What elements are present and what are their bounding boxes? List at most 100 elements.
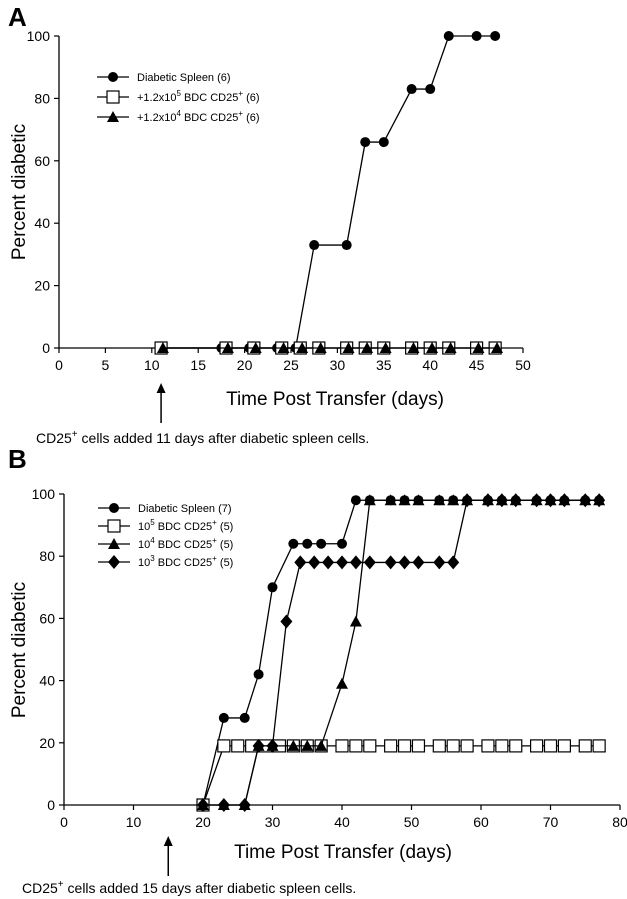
legend-text-part: 10	[138, 557, 150, 569]
annotation-text-part: cells added 15 days after diabetic splee…	[64, 880, 357, 896]
legend-text-part: BDC CD25	[181, 92, 238, 104]
legend-text-part: +1.2x10	[137, 112, 176, 124]
data-point	[336, 555, 348, 570]
data-point	[266, 738, 279, 753]
data-point	[433, 555, 446, 570]
data-point	[397, 739, 412, 753]
legend-label: Diabetic Spleen (6)	[137, 72, 231, 84]
data-point	[361, 342, 374, 353]
x-tick-label: 30	[330, 357, 346, 373]
legend-label: Diabetic Spleen (7)	[138, 503, 232, 515]
data-point	[349, 555, 362, 570]
x-tick-label: 40	[334, 814, 350, 830]
series-circle	[198, 495, 605, 810]
data-point	[446, 739, 460, 753]
data-point	[308, 555, 321, 570]
x-tick-label: 60	[473, 814, 489, 830]
legend-label: 104 BDC CD25+ (5)	[138, 536, 233, 551]
data-point	[578, 739, 592, 753]
annotation-text: CD25+ cells added 15 days after diabetic…	[22, 879, 356, 896]
data-point	[490, 31, 501, 41]
data-point	[294, 555, 307, 570]
legend-label: +1.2x105 BDC CD25+ (6)	[137, 89, 260, 104]
legend-text-part: Diabetic Spleen (6)	[137, 72, 231, 84]
legend-marker	[108, 538, 120, 549]
data-point	[342, 342, 355, 353]
data-point	[530, 493, 543, 508]
y-tick-label: 20	[39, 735, 55, 751]
data-point	[544, 493, 557, 508]
data-point	[197, 798, 209, 812]
legend-marker	[106, 90, 120, 104]
x-axis-title: Time Post Transfer (days)	[234, 842, 452, 863]
legend: Diabetic Spleen (7) 105 BDC CD25+ (5) 104 …	[98, 503, 233, 569]
data-point	[461, 493, 474, 508]
data-point	[444, 342, 457, 353]
data-point	[249, 342, 262, 353]
legend-text-part: BDC CD25	[181, 112, 238, 124]
legend-marker	[107, 519, 121, 533]
x-axis-title: Time Post Transfer (days)	[226, 389, 444, 410]
data-point	[363, 494, 376, 506]
legend-text-part: (5)	[217, 539, 234, 551]
data-point	[592, 739, 606, 753]
legend-label: 105 BDC CD25+ (5)	[138, 518, 233, 533]
x-tick-label: 0	[60, 814, 68, 830]
series-triangle	[197, 494, 606, 810]
data-point	[336, 677, 348, 689]
annotation-arrow-head	[156, 383, 166, 393]
legend-superscript: +	[212, 536, 217, 545]
x-tick-label: 0	[55, 357, 63, 373]
data-point	[316, 538, 327, 549]
annotation-superscript: +	[72, 429, 78, 440]
legend-marker	[107, 111, 119, 122]
y-tick-label: 40	[39, 673, 55, 689]
legend-marker	[109, 503, 119, 513]
data-point	[384, 739, 398, 753]
data-point	[557, 739, 572, 753]
data-point	[495, 493, 508, 508]
x-tick-label: 50	[404, 814, 420, 830]
data-point	[217, 798, 230, 812]
annotation-text-part: CD25	[36, 430, 72, 446]
annotation-text-part: CD25	[22, 880, 58, 896]
data-point	[412, 494, 425, 506]
data-point	[301, 739, 314, 751]
legend-superscript: +	[238, 89, 243, 98]
data-point	[593, 493, 606, 508]
panel-b: B 0 20 40 60 80 100 0 10 20 30 40 50 60 70 80 Percent di…	[8, 444, 627, 896]
x-tick-label: 10	[126, 814, 142, 830]
data-point	[398, 555, 411, 570]
y-tick-label: 40	[34, 215, 50, 231]
y-tick-label: 80	[34, 90, 50, 106]
data-point	[280, 614, 293, 629]
y-tick-label: 0	[42, 340, 50, 356]
data-point	[239, 712, 250, 723]
data-point	[231, 739, 245, 753]
x-tick-label: 40	[422, 357, 438, 373]
data-point	[558, 493, 571, 508]
data-point	[315, 739, 328, 751]
data-point	[443, 31, 454, 41]
x-tick-label: 10	[144, 357, 160, 373]
legend-text-part: (5)	[217, 521, 234, 533]
panel-letter: A	[8, 2, 27, 32]
legend-marker	[108, 72, 118, 82]
data-point	[491, 342, 504, 353]
x-tick-label: 20	[195, 814, 211, 830]
y-tick-label: 80	[39, 548, 55, 564]
data-point	[543, 739, 558, 753]
data-point	[322, 555, 335, 570]
data-point	[384, 494, 397, 506]
annotation-superscript: +	[58, 879, 64, 890]
data-point	[433, 494, 446, 506]
x-tick-label: 20	[237, 357, 253, 373]
legend-superscript: 4	[176, 109, 181, 118]
data-point	[349, 739, 363, 753]
legend-superscript: +	[212, 554, 217, 563]
y-tick-label: 100	[32, 486, 56, 502]
data-point	[267, 582, 278, 593]
data-point	[384, 555, 397, 570]
annotation-text: CD25+ cells added 11 days after diabetic…	[36, 429, 369, 446]
